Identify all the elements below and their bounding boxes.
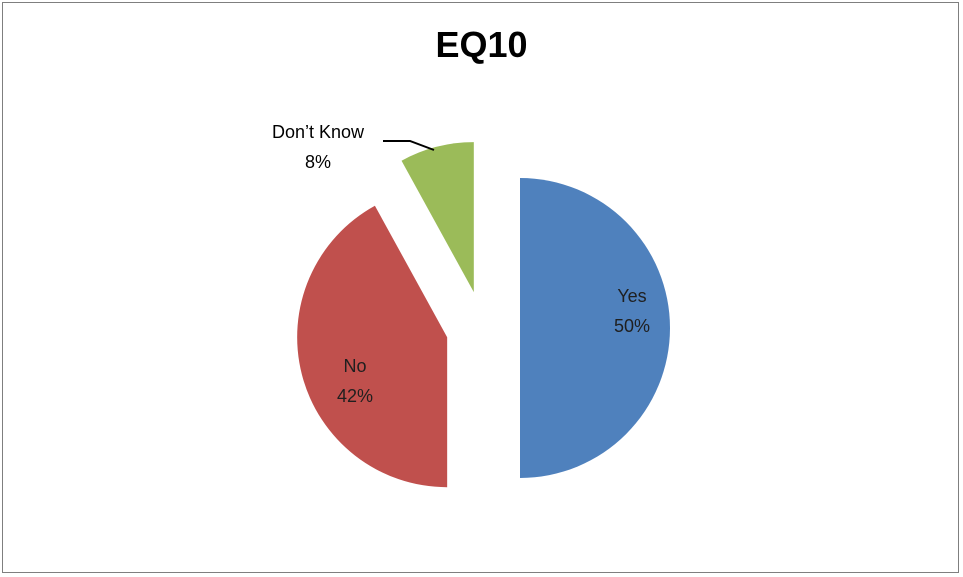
- slice-label: No: [343, 356, 366, 376]
- slice-label: Don’t Know: [272, 122, 365, 142]
- pie-slice-yes: [520, 178, 670, 478]
- slice-value-label: 50%: [614, 316, 650, 336]
- slice-label: Yes: [617, 286, 646, 306]
- pie-slice-don-t-know: [401, 142, 474, 293]
- slice-value-label: 42%: [337, 386, 373, 406]
- pie-slice-no: [297, 205, 448, 488]
- chart-title: EQ10: [435, 24, 528, 65]
- leader-line: [383, 140, 435, 151]
- slice-value-label: 8%: [305, 152, 331, 172]
